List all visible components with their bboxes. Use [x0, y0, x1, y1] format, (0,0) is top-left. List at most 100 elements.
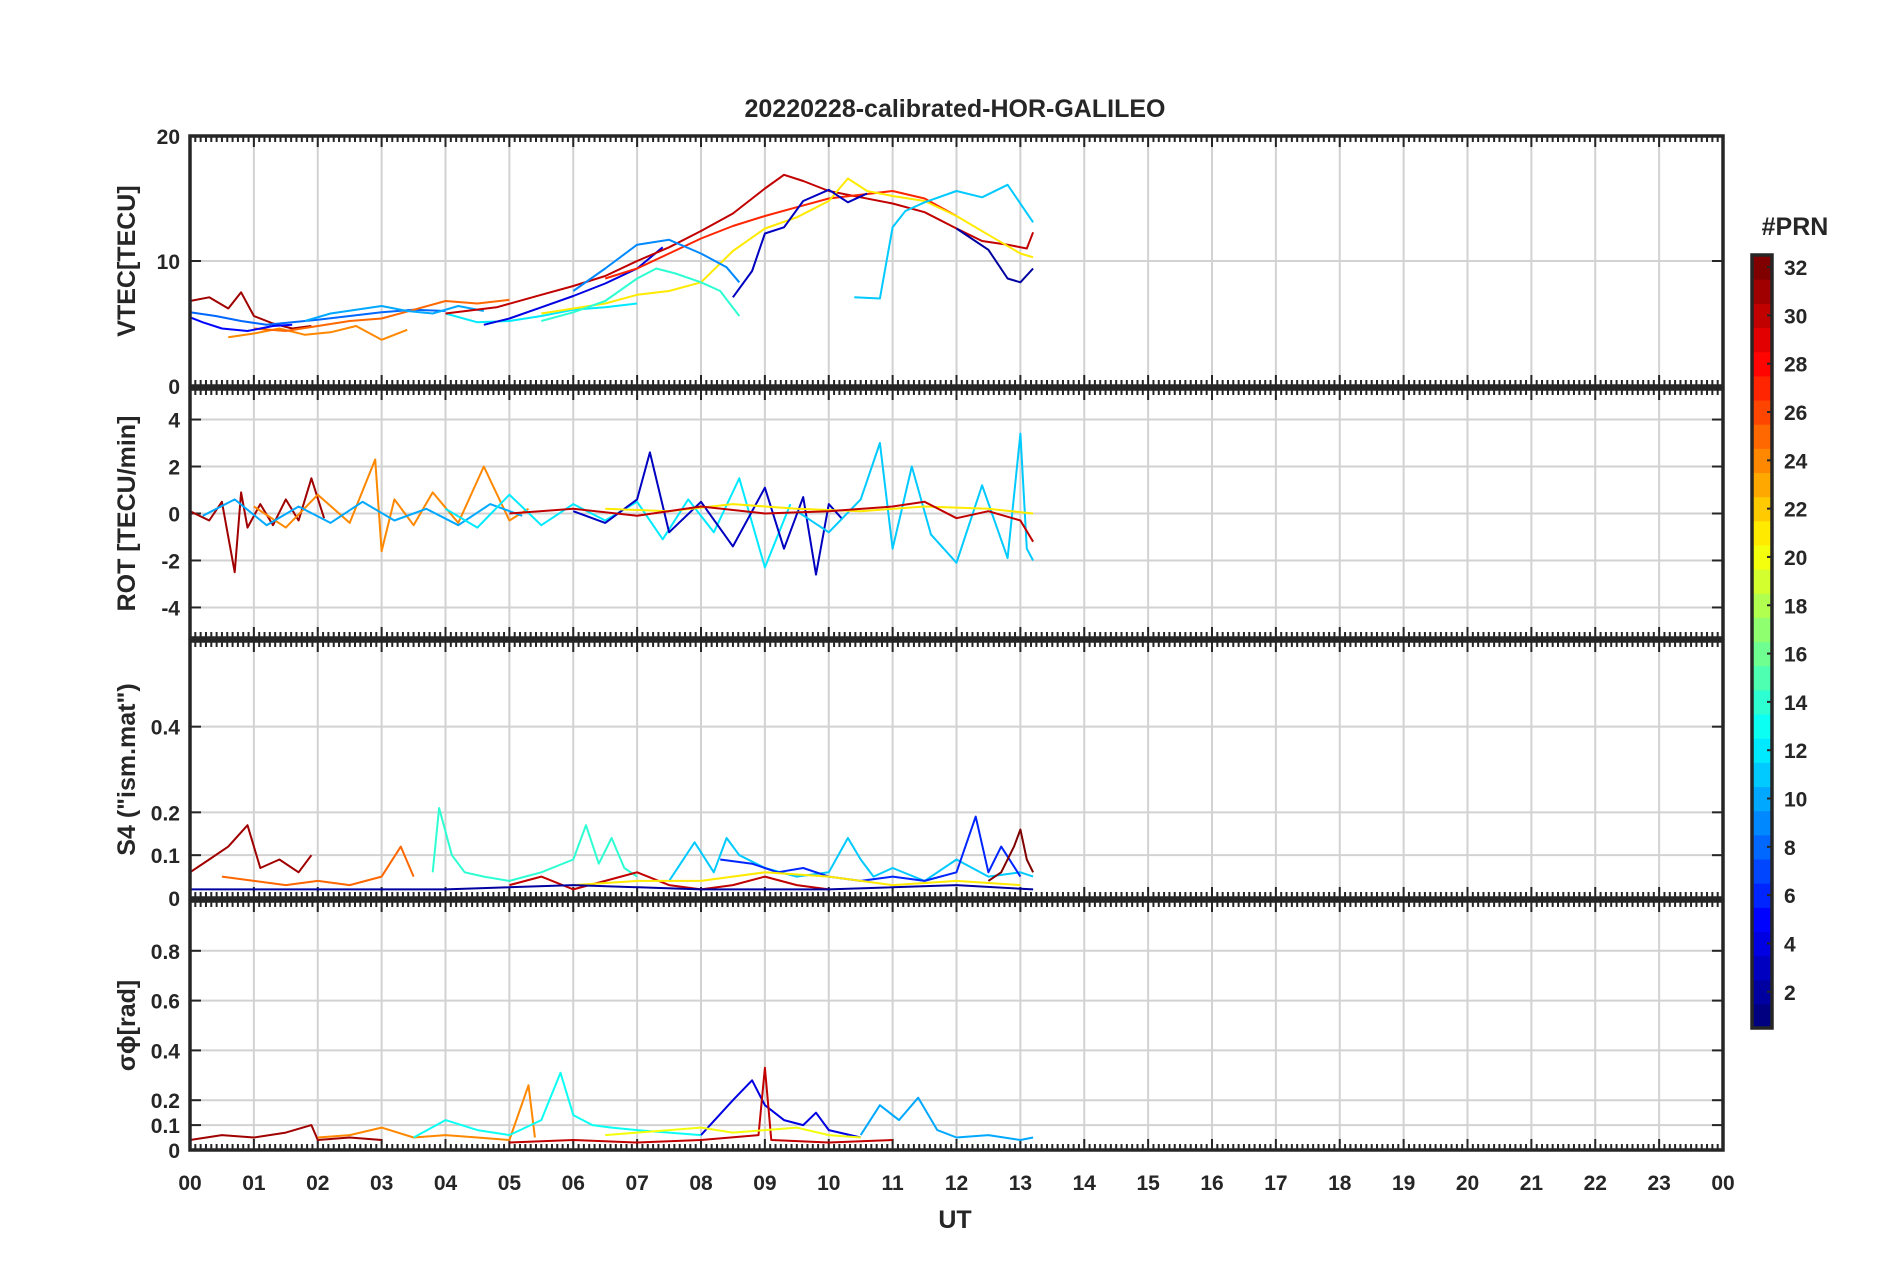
- series-prn-4: [700, 1079, 861, 1139]
- colorbar-swatch: [1752, 786, 1772, 812]
- panel-frame: [188, 639, 1725, 900]
- colorbar-swatch: [1752, 713, 1772, 739]
- series-prn-8: [189, 308, 446, 326]
- panel-frame: [188, 387, 1725, 640]
- y-axis-label: S4 ("ism.mat"): [113, 683, 141, 855]
- colorbar-swatch: [1752, 617, 1772, 643]
- colorbar-swatch: [1752, 834, 1772, 860]
- colorbar-swatch: [1752, 931, 1772, 957]
- colorbar-swatch: [1752, 883, 1772, 908]
- x-tick-label: 00: [1711, 1172, 1734, 1195]
- colorbar-swatch: [1752, 520, 1772, 546]
- series-prn-14: [541, 267, 741, 322]
- colorbar-tick-label: 16: [1784, 644, 1807, 667]
- series-prn-11: [854, 183, 1034, 300]
- colorbar-swatch: [1752, 351, 1772, 377]
- panel-3: 0 0.1 0.2 0.4 S4 ("ism.mat"): [113, 639, 1725, 911]
- x-axis-label: UT: [938, 1206, 971, 1234]
- colorbar-tick-label: 10: [1784, 789, 1807, 812]
- panel-4: 00.10.2 0.4 0.6 0.8 σϕ[rad]: [113, 899, 1725, 1163]
- y-tick-label: -4: [161, 597, 180, 620]
- x-tick-label: 10: [817, 1172, 840, 1195]
- colorbar-swatch: [1752, 858, 1772, 884]
- x-tick-label: 11: [882, 1172, 905, 1195]
- x-axis: 00 01 02 03 04 05 06 07 08 09 10 11 12 13 14 15 16 17 18 19…: [178, 1172, 1734, 1195]
- series-prn-31: [189, 1124, 382, 1141]
- series-prn-31: [189, 477, 326, 574]
- colorbar-tick-label: 14: [1784, 692, 1808, 715]
- panel-2: -4 -2 0 2 4 ROT [TECU/min]: [113, 387, 1725, 640]
- series-prn-27: [604, 190, 957, 280]
- series-prn-30: [509, 1066, 893, 1144]
- series-prn-25: [253, 298, 510, 332]
- colorbar-swatch: [1752, 689, 1772, 715]
- panel-1: 0 10 20 VTEC[TECU]: [113, 126, 1725, 399]
- y-tick-label: 0.1: [151, 845, 181, 868]
- y-tick-label: 0.8: [151, 941, 181, 964]
- series-prn-24: [253, 458, 530, 553]
- x-tick-label: 23: [1647, 1172, 1670, 1195]
- colorbar-swatch: [1752, 641, 1772, 667]
- x-tick-label: 21: [1520, 1172, 1544, 1195]
- x-tick-label: 16: [1200, 1172, 1223, 1195]
- y-tick-label: 0.6: [151, 991, 180, 1014]
- series-prn-24: [228, 325, 408, 341]
- colorbar-swatch: [1752, 327, 1772, 353]
- x-tick-label: 20: [1456, 1172, 1479, 1195]
- colorbar-swatch: [1752, 810, 1772, 836]
- y-tick-label: 0.2: [151, 802, 180, 825]
- series-prn-9: [572, 238, 741, 292]
- series-prn-20: [605, 1126, 861, 1139]
- series-prn-3: [732, 188, 868, 298]
- x-tick-label: 17: [1264, 1172, 1287, 1195]
- series-prn-12: [444, 477, 792, 569]
- series-prn-31: [189, 291, 312, 330]
- series-prn-24: [317, 1084, 536, 1141]
- colorbar-swatch: [1752, 472, 1772, 498]
- colorbar-tick-label: 24: [1784, 450, 1808, 473]
- colorbar-tick-label: 22: [1784, 499, 1807, 522]
- colorbar-tick-label: 8: [1784, 837, 1796, 860]
- colorbar-swatch: [1752, 544, 1772, 570]
- colorbar-swatch: [1752, 399, 1772, 425]
- colorbar-swatch: [1752, 979, 1772, 1005]
- y-axis-label: σϕ[rad]: [113, 980, 141, 1071]
- series-prn-11: [668, 837, 1034, 882]
- y-tick-label: 10: [157, 251, 180, 274]
- x-tick-label: 06: [562, 1172, 585, 1195]
- series-prn-11: [796, 432, 1034, 564]
- series-prn-10: [202, 498, 523, 527]
- y-tick-label: 0: [168, 888, 180, 911]
- series-prn-13: [413, 1071, 702, 1139]
- colorbar-tick-label: 30: [1784, 305, 1807, 328]
- y-tick-label: 4: [168, 410, 180, 433]
- colorbar-swatch: [1752, 907, 1772, 932]
- y-tick-label: 0: [168, 504, 180, 527]
- series-prn-21: [541, 177, 1034, 315]
- y-tick-label: -2: [161, 550, 180, 573]
- colorbar-tick-label: 32: [1784, 257, 1807, 280]
- colorbar-tick-label: 20: [1784, 547, 1807, 570]
- series-prn-3: [572, 451, 843, 576]
- colorbar-tick-label: 4: [1784, 933, 1796, 956]
- colorbar-swatch: [1752, 496, 1772, 522]
- series-prn-5: [189, 316, 293, 332]
- x-tick-label: 01: [242, 1172, 266, 1195]
- colorbar-swatch: [1752, 569, 1772, 594]
- colorbar-tick-label: 6: [1784, 885, 1796, 908]
- x-tick-label: 04: [434, 1172, 458, 1195]
- colorbar-swatch: [1752, 738, 1772, 763]
- colorbar-tick-label: 28: [1784, 354, 1808, 377]
- colorbar-label: #PRN: [1762, 213, 1829, 241]
- y-tick-label: 0: [168, 376, 180, 399]
- panel-frame: [188, 899, 1725, 1152]
- x-tick-label: 12: [945, 1172, 968, 1195]
- x-tick-label: 02: [306, 1172, 329, 1195]
- series-prn-32: [987, 828, 1034, 882]
- series-prn-25: [221, 845, 415, 887]
- x-tick-label: 07: [625, 1172, 648, 1195]
- colorbar-swatch: [1752, 255, 1772, 280]
